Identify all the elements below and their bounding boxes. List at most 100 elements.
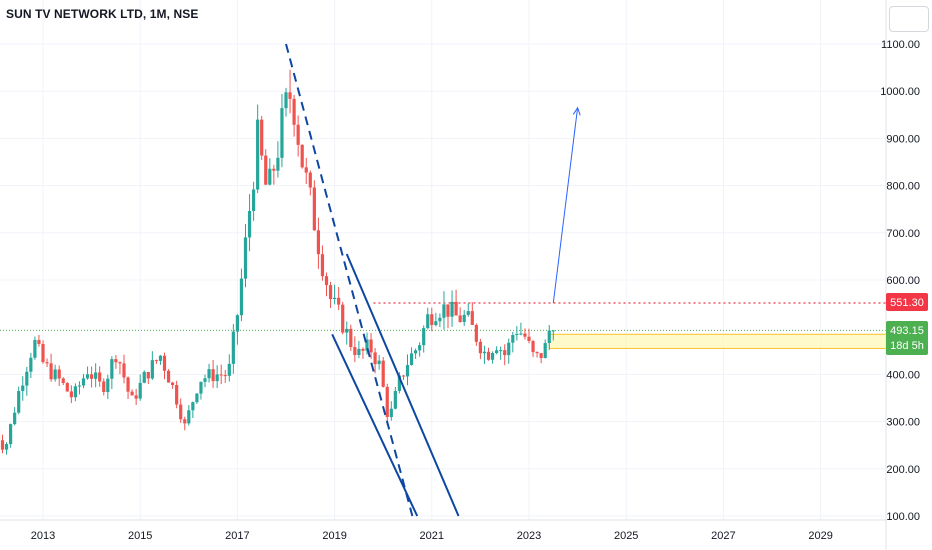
y-tick-label: 600.00 bbox=[886, 275, 920, 287]
y-tick-label: 800.00 bbox=[886, 181, 920, 193]
channel-lower-line bbox=[331, 333, 419, 517]
chart-settings-box[interactable] bbox=[889, 6, 929, 32]
candle-body bbox=[94, 372, 98, 379]
candle-body bbox=[122, 363, 126, 378]
candle-body bbox=[426, 314, 430, 329]
candle-body bbox=[21, 385, 25, 392]
last-price-label: 493.15 bbox=[890, 325, 924, 337]
projection-arrow-head bbox=[572, 106, 581, 116]
candle-body bbox=[369, 339, 373, 353]
candle-body bbox=[507, 342, 511, 356]
candle-body bbox=[320, 254, 325, 277]
y-tick-label: 200.00 bbox=[886, 464, 920, 476]
candle-body bbox=[353, 346, 357, 356]
candle-body bbox=[252, 189, 256, 211]
candle-body bbox=[219, 374, 223, 376]
candle-body bbox=[458, 315, 462, 322]
candle-body bbox=[328, 285, 333, 300]
candle-body bbox=[551, 330, 555, 332]
candle-body bbox=[154, 360, 158, 362]
candle-body bbox=[442, 304, 446, 318]
countdown-label: 18d 5h bbox=[890, 340, 924, 352]
candle-body bbox=[341, 304, 345, 333]
candle-body bbox=[466, 311, 470, 315]
candle-body bbox=[175, 385, 179, 405]
plot-area bbox=[0, 0, 886, 520]
candle-body bbox=[98, 372, 102, 382]
y-tick-label: 1100.00 bbox=[881, 39, 920, 51]
candle-body bbox=[486, 351, 491, 360]
candle-body bbox=[357, 348, 361, 356]
chart-title: SUN TV NETWORK LTD, 1M, NSE bbox=[6, 7, 199, 21]
candle-body bbox=[215, 374, 219, 382]
x-tick-label: 2019 bbox=[322, 530, 346, 542]
candle-body bbox=[183, 419, 187, 424]
candle-body bbox=[511, 335, 515, 343]
y-tick-label: 100.00 bbox=[886, 511, 920, 523]
candle-body bbox=[547, 330, 551, 344]
candle-body bbox=[33, 339, 37, 358]
candle-body bbox=[333, 297, 337, 300]
candle-body bbox=[324, 276, 329, 286]
candle-body bbox=[430, 314, 434, 326]
candle-body bbox=[118, 362, 122, 364]
candle-body bbox=[29, 357, 33, 372]
candle-body bbox=[73, 386, 77, 398]
candle-body bbox=[81, 378, 86, 386]
candle-body bbox=[490, 353, 495, 360]
candle-body bbox=[280, 108, 284, 158]
candle-body bbox=[239, 278, 244, 316]
y-tick-label: 900.00 bbox=[886, 133, 920, 145]
candle-body bbox=[414, 350, 418, 354]
x-tick-label: 2029 bbox=[808, 530, 832, 542]
candle-body bbox=[247, 210, 252, 238]
candle-body bbox=[405, 364, 410, 377]
candle-body bbox=[482, 351, 487, 354]
candle-body bbox=[272, 168, 276, 171]
candle-body bbox=[434, 321, 438, 326]
candle-body bbox=[499, 350, 503, 352]
candle-body bbox=[393, 390, 397, 409]
candle-body bbox=[45, 362, 49, 364]
candle-body bbox=[260, 119, 264, 156]
y-tick-label: 1000.00 bbox=[880, 86, 920, 98]
candle-body bbox=[276, 157, 280, 171]
candle-body bbox=[268, 168, 272, 185]
candle-body bbox=[284, 92, 288, 109]
candle-body bbox=[9, 424, 13, 445]
candle-body bbox=[474, 324, 478, 342]
candle-body bbox=[223, 375, 227, 377]
candle-body bbox=[308, 172, 312, 188]
candle-body bbox=[150, 360, 154, 379]
candle-body bbox=[345, 328, 349, 333]
candle-body bbox=[523, 333, 527, 337]
candle-body bbox=[53, 369, 57, 380]
candle-body bbox=[256, 119, 260, 190]
time-axis[interactable]: 2013 2015 2017 2019 2021 2023 2025 2027 2029 bbox=[31, 530, 833, 542]
projection-arrow-line bbox=[552, 107, 579, 304]
candle-body bbox=[304, 167, 308, 173]
candle-body bbox=[422, 328, 426, 346]
candle-body bbox=[49, 363, 53, 380]
y-tick-label: 400.00 bbox=[886, 369, 920, 381]
candle-body bbox=[381, 360, 385, 387]
candle-body bbox=[535, 352, 539, 354]
candle-body bbox=[337, 297, 341, 305]
candle-body bbox=[312, 187, 316, 231]
candle-body bbox=[102, 381, 106, 393]
candle-body bbox=[207, 369, 211, 379]
candle-body bbox=[0, 440, 5, 450]
x-tick-label: 2015 bbox=[128, 530, 152, 542]
x-tick-label: 2017 bbox=[225, 530, 249, 542]
candle-body bbox=[162, 355, 167, 371]
candle-body bbox=[106, 378, 110, 393]
candle-body bbox=[114, 359, 118, 363]
candle-body bbox=[539, 353, 543, 359]
support-zone-box bbox=[548, 333, 887, 349]
dashed-trendline bbox=[285, 43, 414, 517]
price-axis[interactable]: 1100.00 1000.00 900.00 800.00 700.00 600.00 40… bbox=[880, 39, 920, 523]
candle-body bbox=[288, 92, 292, 99]
candle-body bbox=[199, 381, 203, 394]
candle-body bbox=[349, 328, 353, 347]
